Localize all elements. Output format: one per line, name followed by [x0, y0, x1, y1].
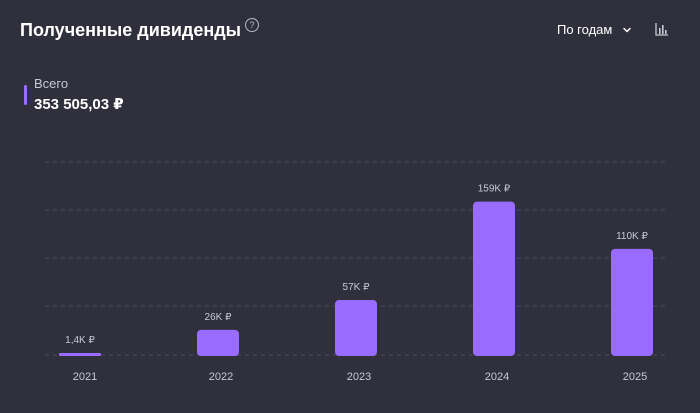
total-label: Всего: [34, 76, 69, 91]
label-layer: 1,4K ₽ 26K ₽ 57K ₽ 159K ₽ 110K ₽: [65, 184, 648, 346]
x-tick-label: 2024: [485, 371, 509, 383]
bar-2022[interactable]: [197, 329, 239, 356]
title-wrap: Полученные дивиденды ?: [20, 18, 260, 42]
total-value: 353 505,03 ₽: [34, 96, 124, 113]
x-tick-label: 2025: [623, 371, 647, 383]
question-circle-icon[interactable]: ?: [245, 18, 260, 32]
page-title: Полученные дивиденды: [20, 20, 242, 40]
period-dropdown[interactable]: По годам: [557, 20, 632, 40]
tick-layer: 2021 2022 2023 2024 2025: [73, 371, 647, 383]
bar-chart-icon[interactable]: [655, 22, 669, 36]
bar-value-label: 26K ₽: [205, 312, 233, 323]
bar-value-label: 1,4K ₽: [65, 335, 95, 346]
bar-2024[interactable]: [473, 201, 515, 356]
x-tick-label: 2023: [347, 371, 371, 383]
bar-2023[interactable]: [335, 299, 377, 356]
bar-value-label: 159K ₽: [478, 184, 511, 195]
chevron-down-icon: [623, 27, 632, 33]
bar-value-label: 110K ₽: [616, 231, 648, 242]
x-tick-label: 2022: [209, 371, 233, 383]
bar-value-label: 57K ₽: [343, 282, 371, 293]
period-dropdown-label: По годам: [557, 22, 613, 37]
total-summary: Всего 353 505,03 ₽: [24, 76, 124, 115]
bar-layer: [59, 201, 653, 356]
total-marker: [24, 85, 27, 105]
bar-2021[interactable]: [59, 353, 101, 356]
bar-2025[interactable]: [611, 248, 653, 356]
x-tick-label: 2021: [73, 371, 97, 383]
